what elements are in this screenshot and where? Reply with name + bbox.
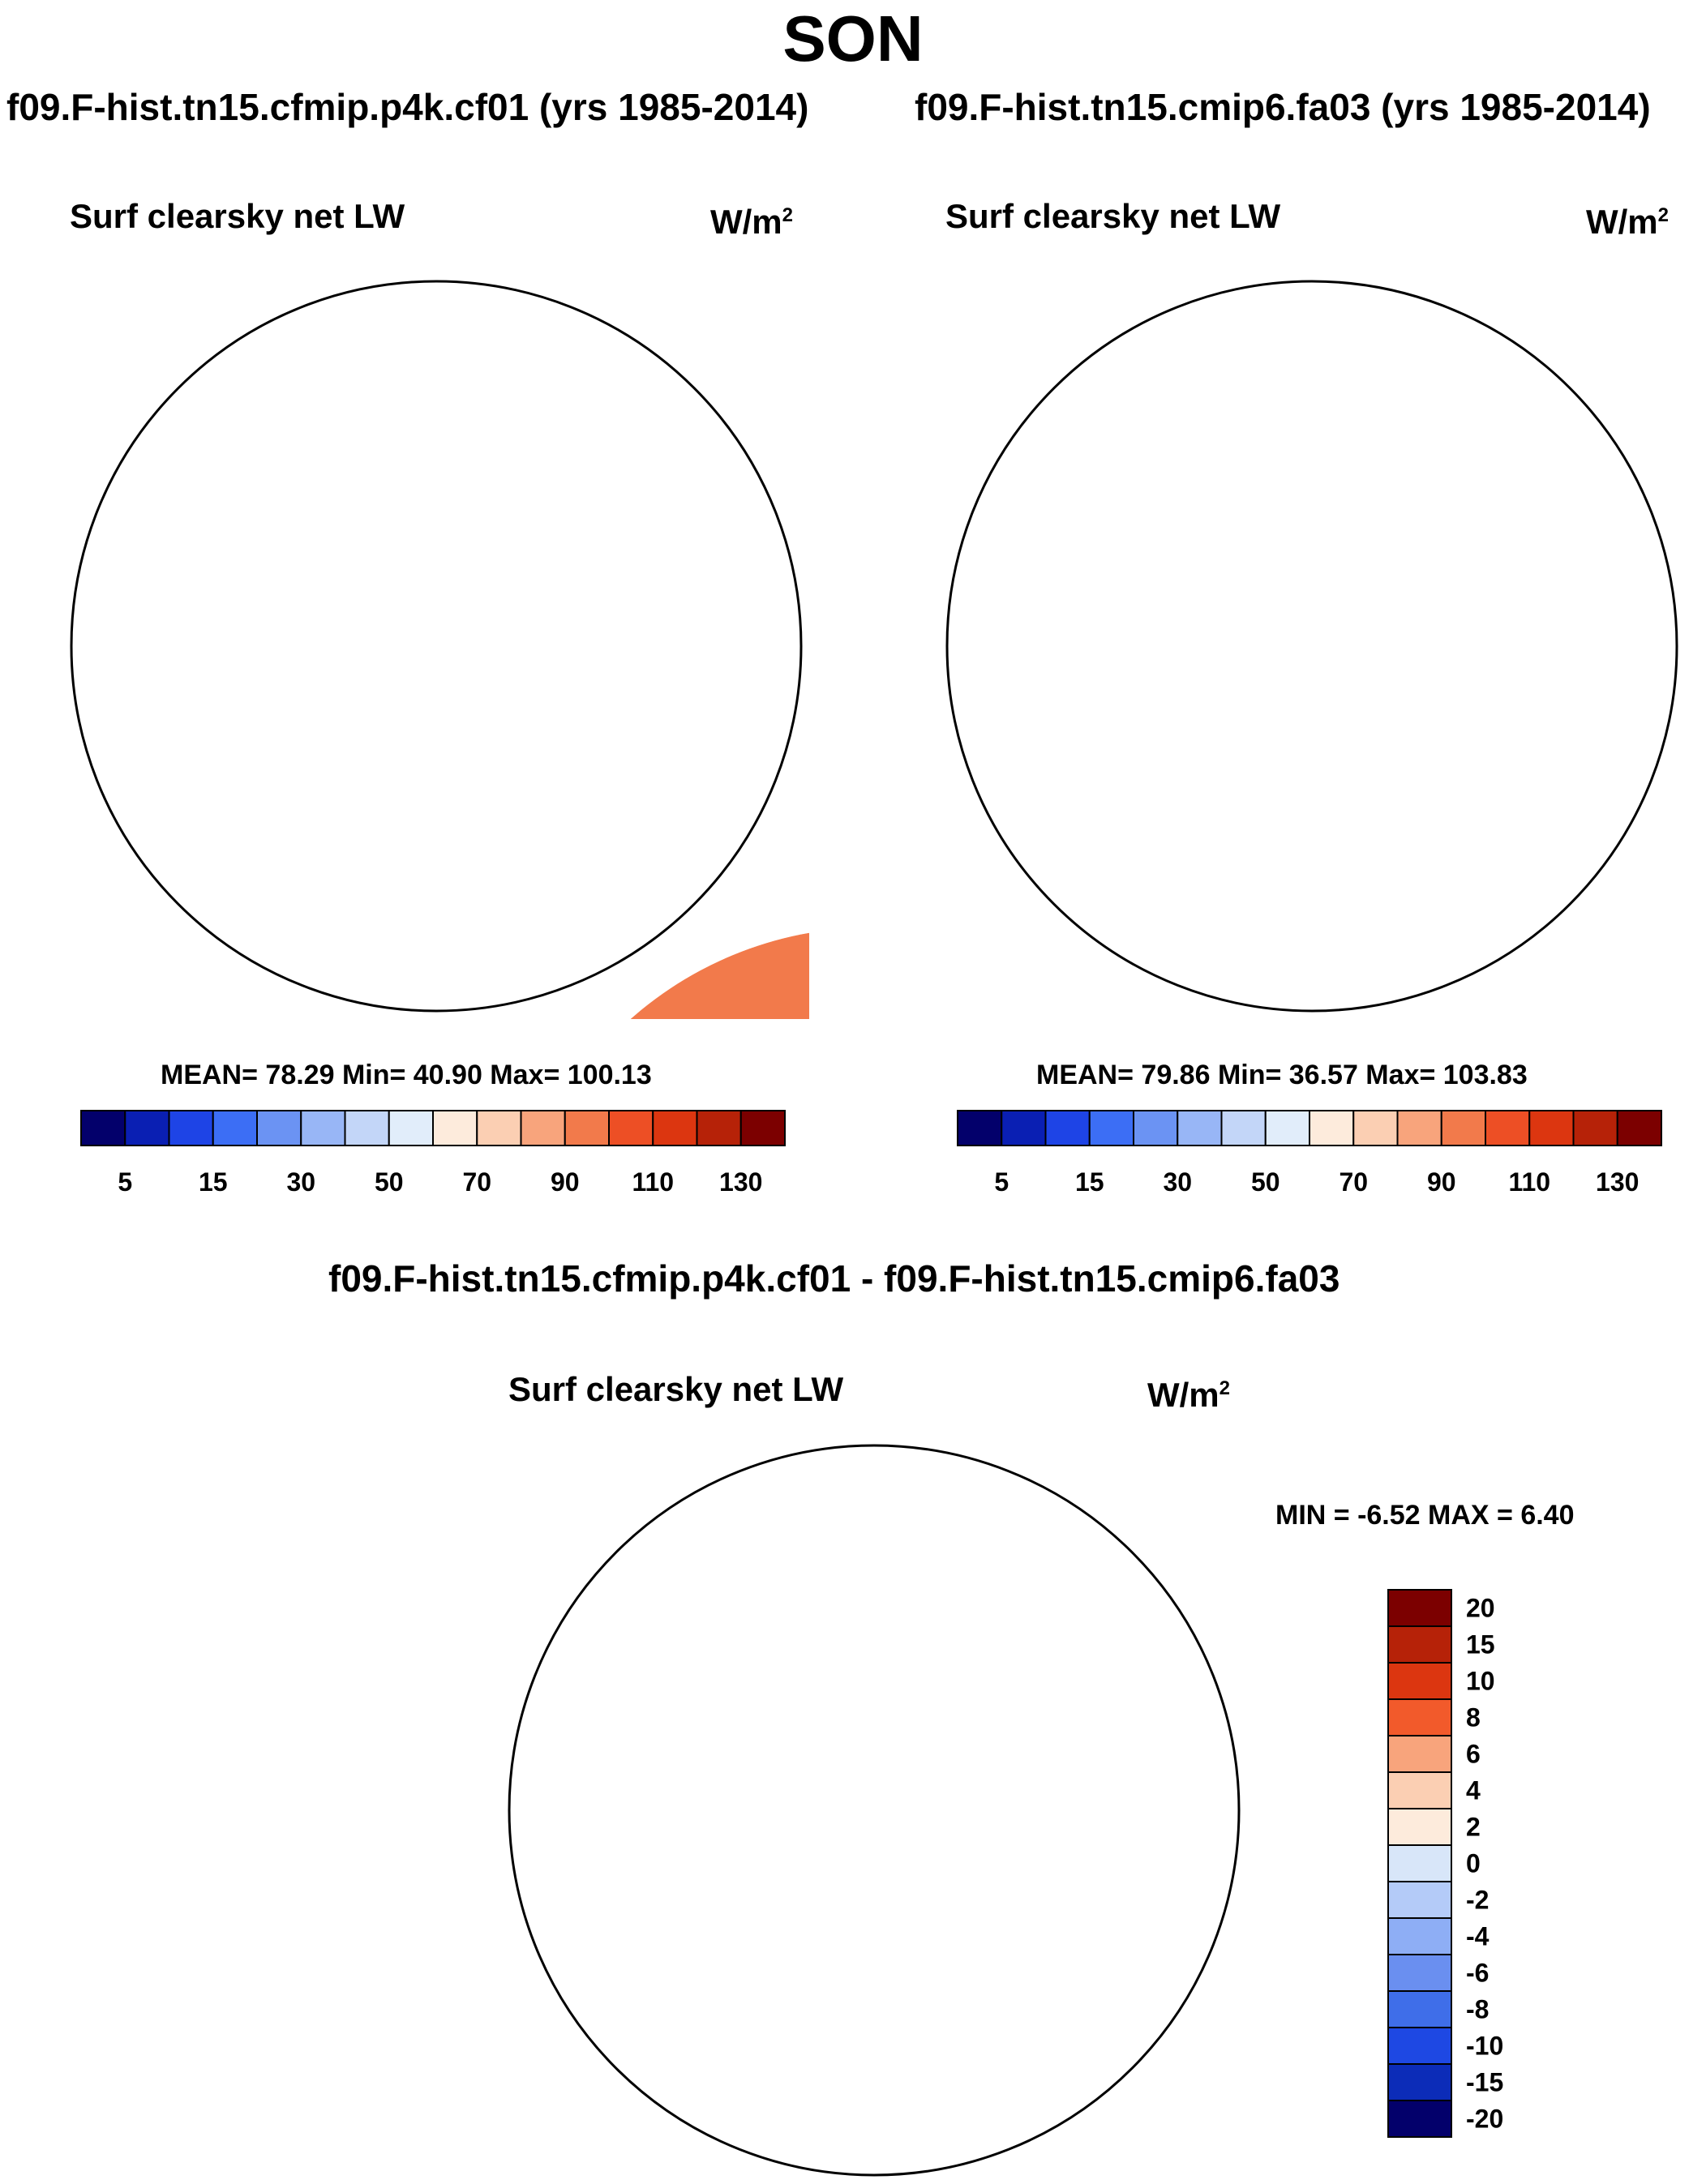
- colorbar-tick-label: 50: [375, 1167, 404, 1197]
- colorbar-box: [1572, 1110, 1618, 1146]
- colorbar-tick-label: -8: [1466, 1995, 1489, 2024]
- colorbar-tick-label: 15: [1075, 1167, 1104, 1197]
- colorbar-box: [1387, 1771, 1452, 1809]
- colorbar-box: [1440, 1110, 1486, 1146]
- colorbar-tick-label: 110: [632, 1167, 674, 1197]
- colorbar-box: [1387, 1735, 1452, 1773]
- panel-2-units: W/m2: [1586, 203, 1670, 241]
- colorbar-box: [1387, 1698, 1452, 1736]
- colorbar-box: [1387, 1917, 1452, 1955]
- panel-1-title: f09.F-hist.tn15.cfmip.p4k.cf01 (yrs 1985…: [6, 86, 809, 128]
- colorbar-tick-label: 15: [1466, 1630, 1495, 1659]
- panel-1-variable: Surf clearsky net LW: [70, 197, 405, 235]
- map-panel-2: [945, 280, 1678, 1013]
- colorbar-box: [388, 1110, 434, 1146]
- colorbar-box: [739, 1110, 786, 1146]
- panel-1-stats: MEAN= 78.29 Min= 40.90 Max= 100.13: [161, 1060, 652, 1090]
- colorbar-tick-label: 30: [1163, 1167, 1192, 1197]
- colorbar-box: [1387, 1881, 1452, 1919]
- panel-2-stats: MEAN= 79.86 Min= 36.57 Max= 103.83: [1036, 1060, 1528, 1090]
- colorbar-box: [1485, 1110, 1531, 1146]
- colorbar-box: [608, 1110, 654, 1146]
- colorbar-box: [256, 1110, 302, 1146]
- map-difference: [508, 1444, 1241, 2177]
- colorbar-tick-label: 130: [719, 1167, 762, 1197]
- colorbar-box: [80, 1110, 126, 1146]
- colorbar-tick-label: 90: [551, 1167, 580, 1197]
- panel-1-units: W/m2: [710, 203, 794, 241]
- colorbar-box: [1044, 1110, 1091, 1146]
- colorbar-box: [1387, 1808, 1452, 1846]
- colorbar-box: [1387, 2063, 1452, 2101]
- colorbar-tick-label: 70: [1339, 1167, 1368, 1197]
- colorbar-box: [1264, 1110, 1310, 1146]
- colorbar-box: [1177, 1110, 1223, 1146]
- colorbar-box: [1220, 1110, 1267, 1146]
- colorbar-tick-label: 20: [1466, 1594, 1495, 1623]
- colorbar-box: [1088, 1110, 1134, 1146]
- colorbar-tick-label: 90: [1427, 1167, 1456, 1197]
- colorbar-box: [696, 1110, 742, 1146]
- colorbar-box: [1387, 1844, 1452, 1882]
- colorbar-box: [1387, 1990, 1452, 2028]
- figure-title: SON: [782, 2, 924, 75]
- colorbar-box: [1133, 1110, 1179, 1146]
- colorbar-tick-label: 30: [286, 1167, 315, 1197]
- colorbar-box: [1387, 2100, 1452, 2138]
- colorbar-box: [1616, 1110, 1662, 1146]
- colorbar-tick-label: 6: [1466, 1740, 1481, 1769]
- colorbar-box: [300, 1110, 346, 1146]
- colorbar-box: [168, 1110, 214, 1146]
- panel-2-title: f09.F-hist.tn15.cmip6.fa03 (yrs 1985-201…: [915, 86, 1651, 128]
- colorbar-tick-label: -20: [1466, 2105, 1503, 2134]
- colorbar-panel-1: 5 15 30 50 70 90 110 130: [80, 1110, 786, 1197]
- colorbar-box: [1387, 1589, 1452, 1627]
- colorbar-box: [432, 1110, 478, 1146]
- colorbar-box: [652, 1110, 698, 1146]
- colorbar-tick-label: 2: [1466, 1813, 1481, 1842]
- colorbar-tick-label: 4: [1466, 1776, 1481, 1805]
- colorbar-box: [1001, 1110, 1047, 1146]
- colorbar-box: [1352, 1110, 1399, 1146]
- colorbar-tick-label: 5: [118, 1167, 132, 1197]
- colorbar-box: [124, 1110, 170, 1146]
- colorbar-box: [520, 1110, 566, 1146]
- colorbar-tick-label: 0: [1466, 1849, 1481, 1878]
- diff-title: f09.F-hist.tn15.cfmip.p4k.cf01 - f09.F-h…: [328, 1257, 1340, 1300]
- colorbar-box: [1387, 1662, 1452, 1700]
- colorbar-tick-label: 10: [1466, 1667, 1495, 1696]
- colorbar-box: [564, 1110, 610, 1146]
- colorbar-tick-label: 15: [199, 1167, 228, 1197]
- colorbar-tick-label: 5: [994, 1167, 1009, 1197]
- colorbar-tick-label: -10: [1466, 2032, 1503, 2061]
- colorbar-box: [1309, 1110, 1355, 1146]
- colorbar-box: [1387, 1954, 1452, 1992]
- diff-variable: Surf clearsky net LW: [508, 1370, 844, 1408]
- colorbar-box: [212, 1110, 258, 1146]
- colorbar-box: [1396, 1110, 1442, 1146]
- colorbar-tick-label: 8: [1466, 1703, 1481, 1732]
- map-panel-1: [70, 280, 809, 1019]
- colorbar-box: [476, 1110, 522, 1146]
- colorbar-tick-label: -15: [1466, 2068, 1503, 2097]
- diff-stats: MIN = -6.52 MAX = 6.40: [1275, 1500, 1575, 1531]
- colorbar-tick-label: 70: [462, 1167, 491, 1197]
- colorbar-box: [1528, 1110, 1575, 1146]
- colorbar-tick-label: -2: [1466, 1886, 1489, 1915]
- colorbar-tick-label: -4: [1466, 1922, 1490, 1951]
- colorbar-tick-label: 110: [1508, 1167, 1550, 1197]
- panel-2-variable: Surf clearsky net LW: [945, 197, 1281, 235]
- colorbar-panel-2: 5 15 30 50 70 90 110 130: [957, 1110, 1662, 1197]
- colorbar-box: [1387, 1625, 1452, 1664]
- colorbar-box: [1387, 2027, 1452, 2065]
- colorbar-box: [344, 1110, 390, 1146]
- colorbar-tick-label: -6: [1466, 1959, 1489, 1988]
- colorbar-tick-label: 50: [1251, 1167, 1280, 1197]
- diff-units: W/m2: [1147, 1376, 1231, 1414]
- colorbar-tick-label: 130: [1596, 1167, 1639, 1197]
- colorbar-box: [957, 1110, 1003, 1146]
